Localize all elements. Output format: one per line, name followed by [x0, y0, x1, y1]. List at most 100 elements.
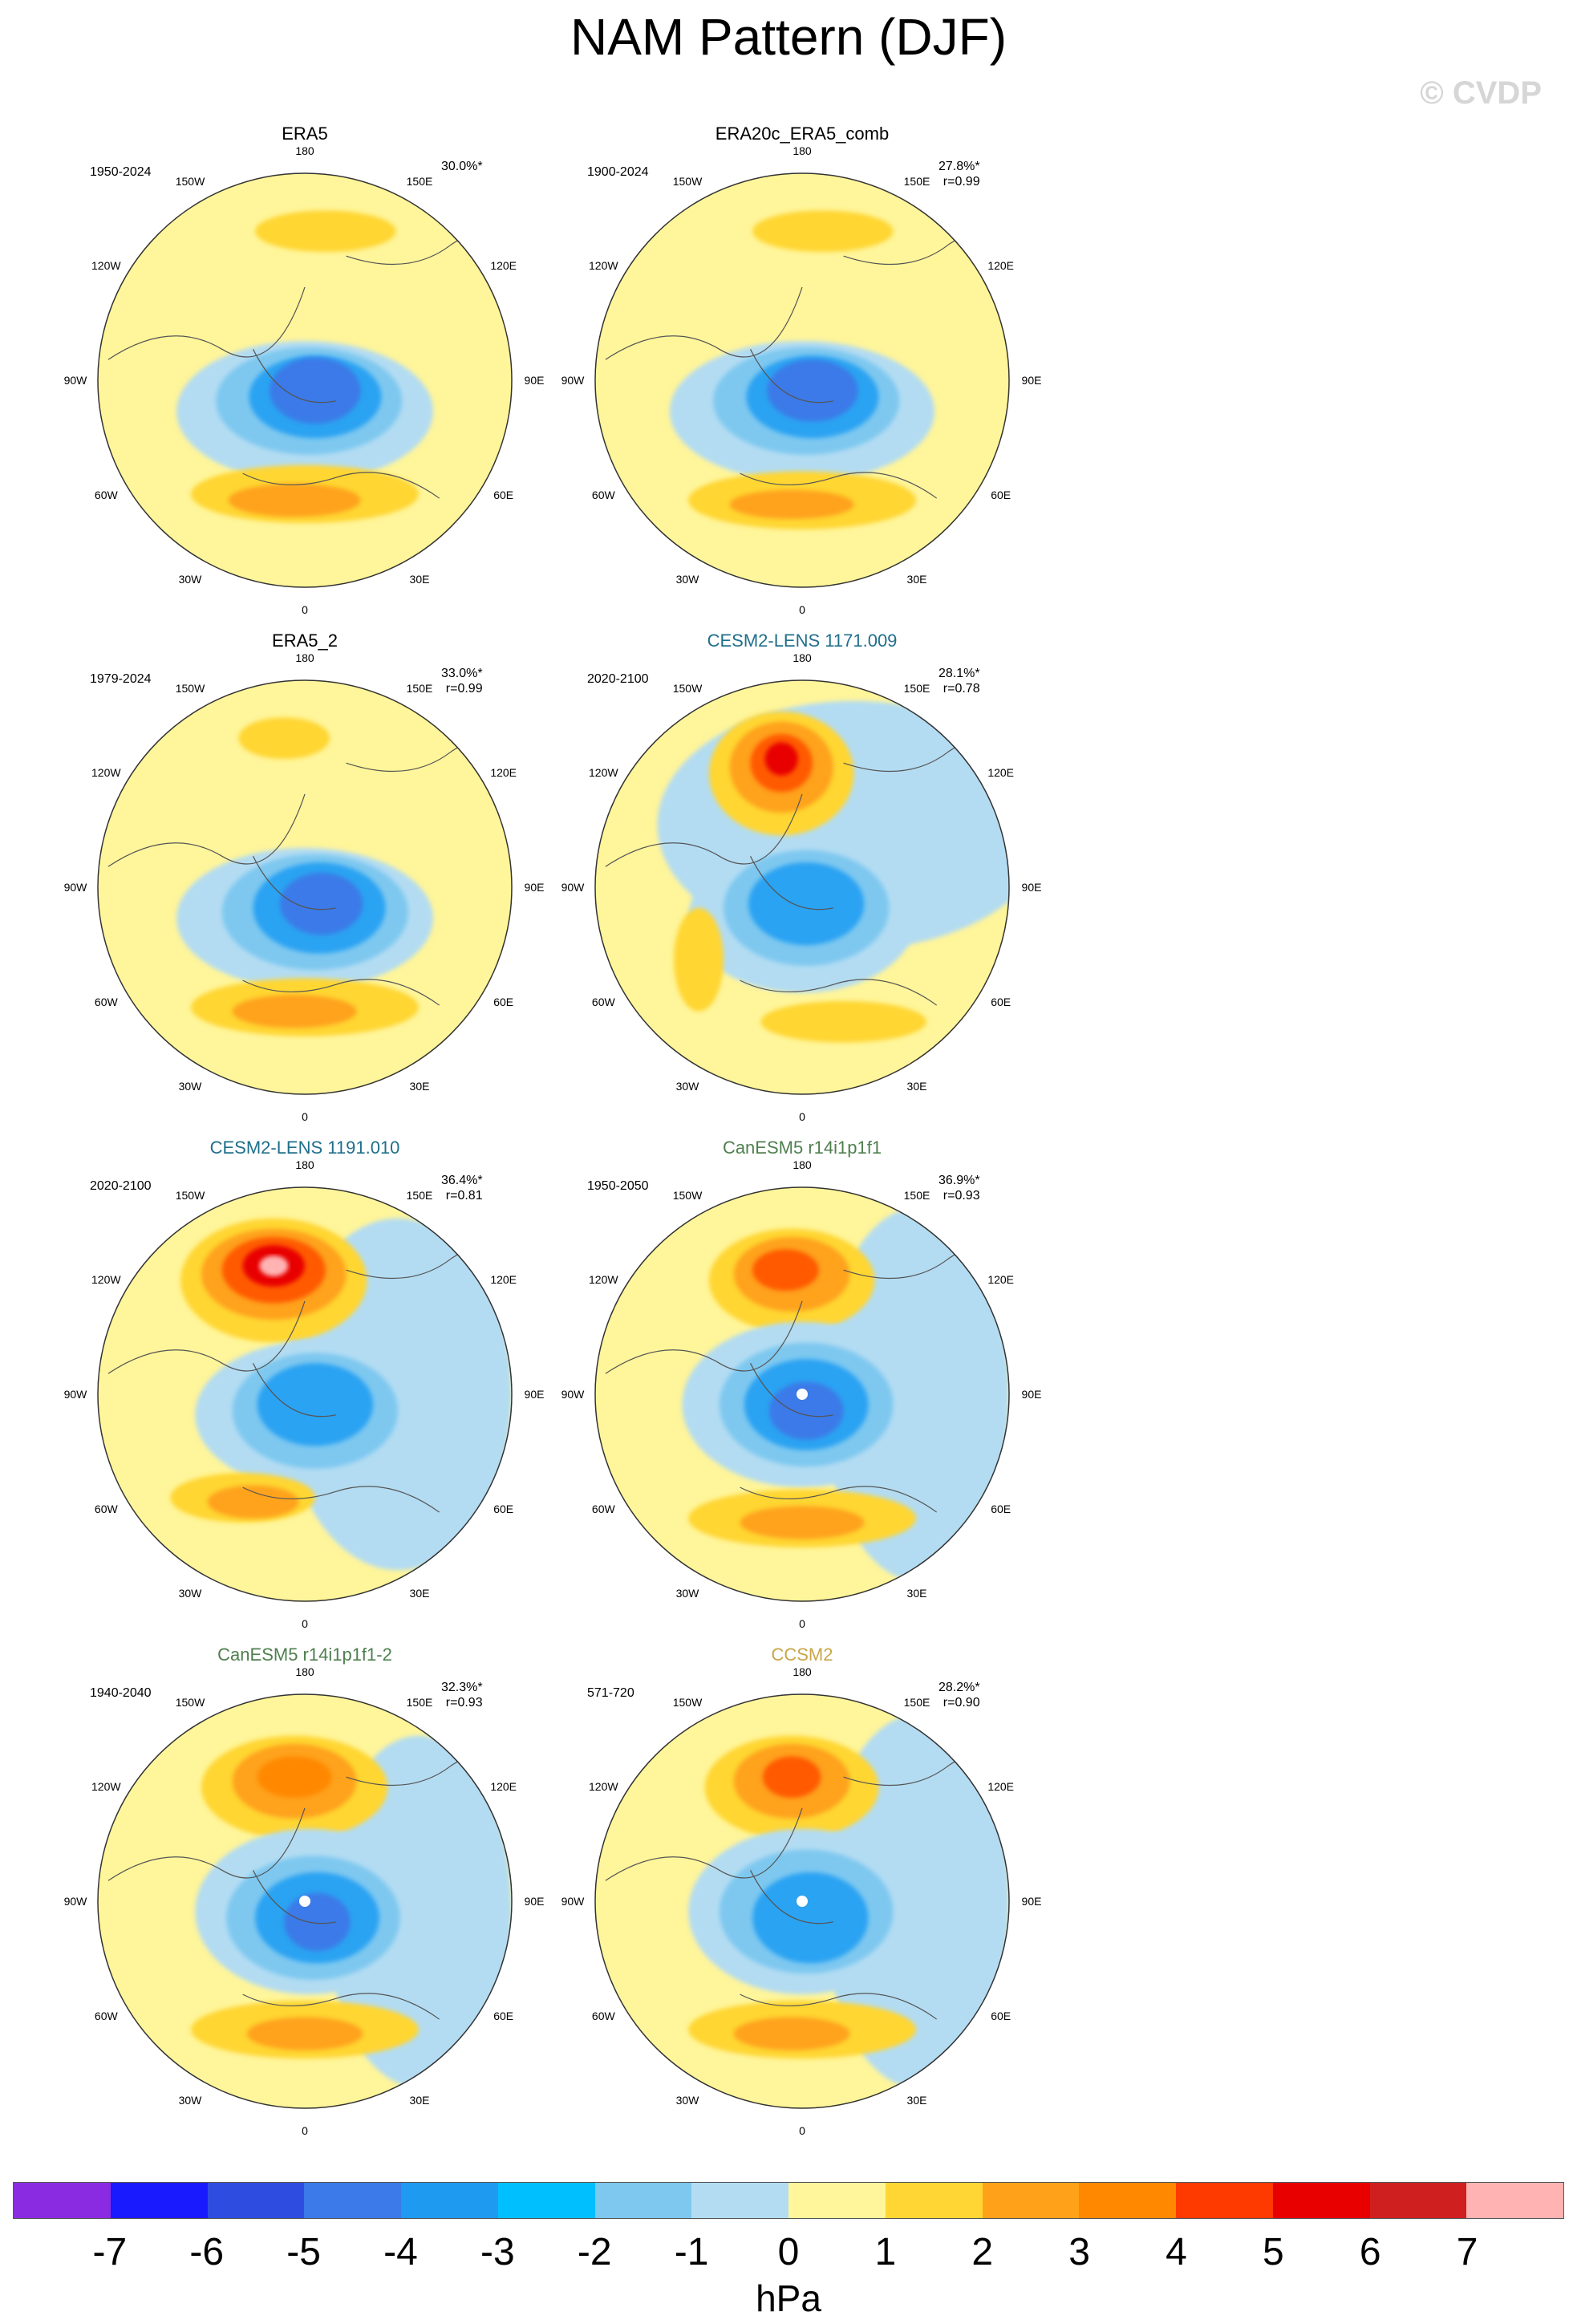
- colorbar-swatch: [110, 2183, 208, 2218]
- longitude-label: 150W: [175, 1189, 205, 1203]
- longitude-label: 90E: [1021, 1388, 1042, 1401]
- anomaly-contour: [207, 1485, 299, 1519]
- explained-variance: 32.3%*: [441, 1681, 483, 1694]
- panel-stats: 30.0%*: [441, 159, 483, 174]
- cvdp-watermark: © CVDP: [1420, 75, 1542, 111]
- coastline: [605, 237, 1009, 499]
- anomaly-contour: [764, 742, 798, 776]
- colorbar-swatch: [982, 2183, 1080, 2218]
- longitude-label: 90W: [561, 881, 585, 894]
- panel-years: 2020-2100: [587, 672, 649, 686]
- panel-years: 571-720: [587, 1686, 634, 1700]
- explained-variance: 36.4%*: [441, 1174, 483, 1187]
- anomaly-contour: [674, 907, 724, 1012]
- map-panel: ERA5_2 1979-2024 33.0%* r=0.99 180 150E 120E 90…: [35, 631, 725, 1128]
- map-panel: CESM2-LENS 1191.010 2020-2100 36.4%* r=0.81…: [35, 1138, 725, 1635]
- pole-marker: [797, 1389, 808, 1400]
- longitude-label: 120E: [490, 766, 517, 779]
- longitude-label: 0: [302, 1617, 308, 1630]
- anomaly-contour: [228, 484, 361, 517]
- longitude-label: 60W: [94, 489, 118, 501]
- map-panel: ERA5 1950-2024 30.0%* 180 150E 120E 90E 60E 30E 0…: [35, 124, 725, 621]
- pattern-correlation: r=0.99: [445, 682, 483, 696]
- coastline: [605, 1251, 1009, 1513]
- polar-map: [594, 172, 1010, 588]
- longitude-label: 150W: [672, 1696, 703, 1710]
- panel-stats: 32.3%* r=0.93: [441, 1680, 483, 1710]
- anomaly-contour: [760, 1000, 926, 1043]
- polar-map: [594, 1693, 1010, 2109]
- longitude-label: 60E: [493, 2010, 514, 2022]
- panel-stats: 28.1%* r=0.78: [938, 666, 980, 696]
- panel-title: ERA5_2: [272, 631, 338, 651]
- coastline: [605, 1758, 1009, 2020]
- map-panel: CanESM5 r14i1p1f1 1950-2050 36.9%* r=0.93 18…: [533, 1138, 1222, 1635]
- colorbar-tick-label: -1: [674, 2231, 709, 2273]
- map-panel: CCSM2 571-720 28.2%* r=0.90 180 150E 120E 90E 60…: [533, 1645, 1222, 2142]
- longitude-label: 180: [793, 1665, 812, 1678]
- colorbar-tick-label: 0: [777, 2231, 800, 2273]
- longitude-label: 120E: [987, 259, 1015, 272]
- map-outline: [97, 679, 513, 1095]
- explained-variance: 36.9%*: [938, 1174, 980, 1187]
- polar-map: [594, 679, 1010, 1095]
- colorbar-swatch: [497, 2183, 595, 2218]
- anomaly-contour: [284, 1892, 351, 1951]
- explained-variance: 30.0%*: [441, 160, 483, 173]
- anomaly-contour: [255, 210, 396, 253]
- anomaly-contour: [729, 489, 854, 519]
- longitude-label: 30W: [178, 1079, 202, 1093]
- longitude-label: 30W: [178, 572, 202, 586]
- longitude-label: 0: [799, 603, 805, 616]
- explained-variance: 28.2%*: [938, 1681, 980, 1694]
- map-panel: CESM2-LENS 1171.009 2020-2100 28.1%* r=0.78…: [533, 631, 1222, 1128]
- colorbar-tick-label: -4: [383, 2231, 418, 2273]
- longitude-label: 30W: [675, 572, 699, 586]
- longitude-label: 180: [295, 1665, 314, 1678]
- anomaly-contour: [238, 717, 330, 760]
- longitude-label: 120E: [987, 766, 1015, 779]
- longitude-label: 90E: [1021, 881, 1042, 894]
- longitude-label: 60E: [493, 1503, 514, 1515]
- longitude-label: 90E: [524, 1895, 545, 1908]
- longitude-label: 180: [295, 1158, 314, 1171]
- longitude-label: 120E: [490, 1780, 517, 1793]
- explained-variance: 27.8%*: [938, 160, 980, 173]
- longitude-label: 90W: [63, 1895, 87, 1908]
- panel-stats: 36.4%* r=0.81: [441, 1173, 483, 1203]
- explained-variance: 28.1%*: [938, 667, 980, 680]
- map-outline: [594, 1693, 1010, 2109]
- longitude-label: 120E: [987, 1273, 1015, 1286]
- longitude-label: 90E: [524, 881, 545, 894]
- pattern-correlation: r=0.93: [943, 1189, 980, 1203]
- panel-title: CCSM2: [771, 1645, 833, 1665]
- map-panel: CanESM5 r14i1p1f1-2 1940-2040 32.3%* r=0.93…: [35, 1645, 725, 2142]
- map-outline: [97, 1186, 513, 1602]
- colorbar-ticks: -7 -6 -5 -4 -3 -2 -1 0 1 2 3 4 5 6 7: [13, 2230, 1564, 2278]
- map-outline: [594, 172, 1010, 588]
- anomaly-contour: [270, 357, 361, 424]
- figure-title: NAM Pattern (DJF): [570, 8, 1007, 66]
- longitude-label: 30E: [409, 1586, 430, 1600]
- panel-stats: 28.2%* r=0.90: [938, 1680, 980, 1710]
- longitude-label: 150W: [175, 1696, 205, 1710]
- anomaly-contour: [748, 862, 865, 946]
- longitude-label: 0: [799, 2124, 805, 2137]
- colorbar-swatch: [14, 2183, 111, 2218]
- longitude-label: 180: [793, 651, 812, 664]
- panel-stats: 27.8%* r=0.99: [938, 159, 980, 189]
- longitude-label: 90W: [63, 1388, 87, 1401]
- polar-map: [97, 172, 513, 588]
- pattern-correlation: r=0.93: [445, 1696, 483, 1710]
- colorbar-tick-label: 6: [1359, 2231, 1381, 2273]
- coastline: [107, 744, 512, 1006]
- panel-title: CanESM5 r14i1p1f1: [722, 1138, 882, 1158]
- panel-years: 1900-2024: [587, 165, 649, 179]
- colorbar-tick-label: 3: [1068, 2231, 1090, 2273]
- longitude-label: 30E: [409, 2093, 430, 2107]
- panel-years: 1950-2050: [587, 1179, 649, 1193]
- panel-years: 1950-2024: [90, 165, 152, 179]
- longitude-label: 120W: [91, 1780, 121, 1793]
- colorbar-tick-label: -5: [286, 2231, 321, 2273]
- longitude-label: 60W: [591, 1503, 615, 1515]
